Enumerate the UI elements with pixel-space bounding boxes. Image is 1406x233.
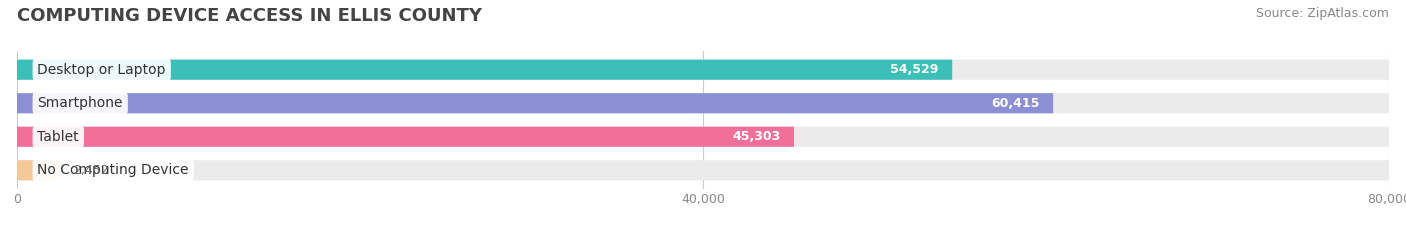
FancyBboxPatch shape xyxy=(17,60,952,80)
Text: COMPUTING DEVICE ACCESS IN ELLIS COUNTY: COMPUTING DEVICE ACCESS IN ELLIS COUNTY xyxy=(17,7,482,25)
Text: Source: ZipAtlas.com: Source: ZipAtlas.com xyxy=(1256,7,1389,20)
Text: 45,303: 45,303 xyxy=(733,130,780,143)
Text: 2,452: 2,452 xyxy=(73,164,108,177)
FancyBboxPatch shape xyxy=(17,160,1389,180)
FancyBboxPatch shape xyxy=(17,93,1389,113)
Text: Smartphone: Smartphone xyxy=(38,96,122,110)
FancyBboxPatch shape xyxy=(17,160,59,180)
FancyBboxPatch shape xyxy=(17,127,794,147)
FancyBboxPatch shape xyxy=(17,93,1053,113)
Text: Desktop or Laptop: Desktop or Laptop xyxy=(38,63,166,77)
FancyBboxPatch shape xyxy=(17,127,1389,147)
Text: Tablet: Tablet xyxy=(38,130,79,144)
Text: 60,415: 60,415 xyxy=(991,97,1039,110)
Text: No Computing Device: No Computing Device xyxy=(38,163,188,177)
Text: 54,529: 54,529 xyxy=(890,63,938,76)
FancyBboxPatch shape xyxy=(17,60,1389,80)
